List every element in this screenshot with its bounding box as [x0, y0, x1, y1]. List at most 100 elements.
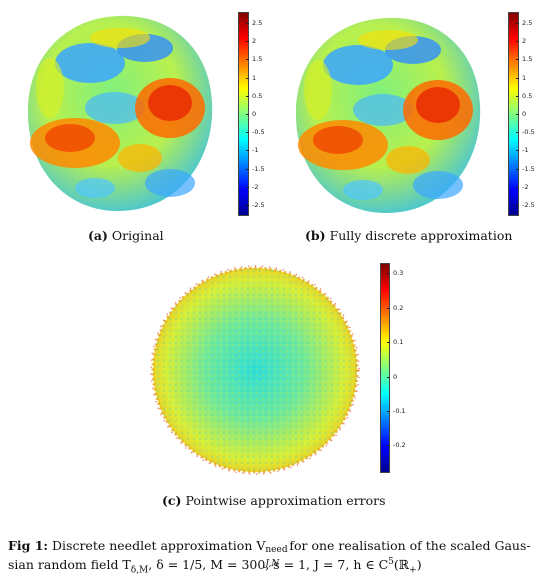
colorbar-tick-label: 0.3	[393, 269, 404, 278]
colorbar-tick-mark	[516, 168, 519, 170]
sphere-rim-red	[150, 265, 360, 475]
colorbar-tick-label: -1	[522, 146, 529, 155]
colorbar-tick-mark	[516, 132, 519, 134]
colorbar-tick-label: 1.5	[522, 55, 533, 64]
colorbar-tick-label: 0.1	[393, 338, 404, 347]
colorbar-tick-label: 2	[252, 37, 257, 46]
colorbar-tick-label: 0.5	[522, 91, 533, 100]
subcaption-b: (b) Fully discrete approximation	[305, 228, 512, 243]
colorbar-tick-mark	[516, 150, 519, 152]
colorbar-tick-mark	[387, 411, 390, 413]
colorbar-tick-mark	[246, 95, 249, 97]
sphere-rim	[151, 266, 359, 474]
colorbar-tick-mark	[246, 59, 249, 61]
colorbar-tick-label: -2.5	[522, 201, 535, 210]
colorbar-tick-mark	[387, 376, 390, 378]
colorbar-tick-label: -0.5	[522, 128, 535, 137]
colorbar-tick-label: 0	[393, 372, 398, 381]
colorbar-tick-label: -1	[252, 146, 259, 155]
caption-sup-5: 5	[388, 557, 394, 567]
caption-line-1: Fig 1: Discrete needlet approximation V …	[8, 538, 538, 569]
colorbar-tick-label: 2.5	[522, 18, 533, 27]
colorbar-c	[380, 263, 390, 473]
colorbar-tick-mark	[516, 95, 519, 97]
caption-sup-need: need	[265, 545, 288, 555]
caption-text-2: sian random field T	[8, 557, 131, 573]
colorbar-tick-label: 0	[252, 110, 257, 118]
colorbar-tick-label: -2.5	[252, 201, 265, 210]
colorbar-tick-mark	[246, 132, 249, 134]
caption-sub-jn: J,N	[265, 559, 280, 569]
colorbar-tick-label: 0	[522, 110, 527, 118]
colorbar-tick-mark	[246, 22, 249, 24]
colorbar-tick-label: 2.5	[252, 18, 263, 27]
blue-patch	[55, 43, 125, 83]
colorbar-tick-label: 1	[252, 73, 257, 82]
caption-sub-delta-m: δ,M	[130, 565, 149, 576]
yellow-patch	[304, 60, 332, 120]
colorbar-tick-label: -1.5	[522, 164, 535, 173]
sphere-noise	[153, 268, 357, 472]
yellow-patch	[36, 58, 64, 118]
subcaption-c-label: (c)	[162, 493, 182, 508]
subcaption-c: (c) Pointwise approximation errors	[162, 493, 386, 508]
colorbar-tick-label: 2	[522, 37, 527, 46]
subcaption-b-label: (b)	[305, 228, 326, 243]
colorbar-tick-mark	[516, 205, 519, 207]
caption-sub-plus: +	[409, 565, 417, 576]
colorbar-tick-mark	[246, 41, 249, 43]
colorbar-tick-mark	[246, 186, 249, 188]
subcaption-a: (a) Original	[88, 228, 164, 243]
colorbar-tick-mark	[516, 59, 519, 61]
colorbar-tick-mark	[387, 273, 390, 275]
blue-patch	[75, 178, 115, 198]
colorbar-tick-mark	[246, 77, 249, 79]
blue-patch	[323, 45, 393, 85]
colorbar-tick-mark	[516, 114, 519, 115]
caption-line-2: sian random field Tδ,M, δ = 1/5, M = 300…	[8, 554, 538, 579]
colorbar-tick-mark	[516, 41, 519, 43]
yellow-patch	[90, 28, 150, 48]
colorbar-tick-mark	[246, 114, 249, 115]
colorbar-tick-mark	[246, 205, 249, 207]
colorbar-tick-label: 0.2	[393, 303, 404, 312]
colorbar-tick-label: 0.5	[252, 91, 263, 100]
colorbar-tick-mark	[246, 150, 249, 152]
red-patch	[416, 87, 460, 123]
colorbar-tick-label: -1.5	[252, 164, 265, 173]
colorbar-tick-label: 1.5	[252, 55, 263, 64]
caption-text-2-close: )	[416, 557, 422, 573]
colorbar-tick-mark	[246, 168, 249, 170]
sphere-pointwise-errors	[150, 265, 360, 475]
sphere-discrete-approximation	[295, 17, 481, 214]
blue-patch	[85, 92, 145, 124]
colorbar-tick-mark	[387, 307, 390, 309]
caption-label: Fig 1:	[8, 538, 49, 553]
colorbar-tick-mark	[516, 22, 519, 24]
colorbar-tick-mark	[516, 186, 519, 188]
red-patch	[313, 126, 363, 154]
caption-text-1: Discrete needlet approximation V	[52, 538, 266, 553]
colorbar-tick-label: -2	[252, 182, 259, 191]
subcaption-a-label: (a)	[88, 228, 108, 243]
red-patch	[386, 146, 430, 174]
subcaption-b-text: Fully discrete approximation	[329, 228, 513, 243]
caption-text-2-end: (ℝ	[393, 557, 410, 573]
sphere-original	[27, 15, 213, 212]
subcaption-c-text: Pointwise approximation errors	[185, 493, 386, 508]
colorbar-tick-mark	[516, 77, 519, 79]
colorbar-tick-label: -0.5	[252, 128, 265, 137]
colorbar-tick-mark	[387, 342, 390, 344]
caption-text-2-rest: , δ = 1/5, M = 300, s = 1, J = 7, h ∈ C	[148, 557, 389, 573]
colorbar-tick-label: -0.2	[393, 441, 406, 450]
subcaption-a-text: Original	[111, 228, 164, 243]
yellow-patch	[358, 30, 418, 50]
blue-patch	[145, 169, 195, 197]
red-patch	[45, 124, 95, 152]
caption-text-1-rest: for one realisation of the scaled Gaus-	[285, 538, 531, 553]
blue-patch	[343, 180, 383, 200]
colorbar-tick-label: -2	[522, 182, 529, 191]
blue-patch	[413, 171, 463, 199]
figure-caption: Fig 1: Discrete needlet approximation V …	[8, 538, 538, 579]
red-patch	[118, 144, 162, 172]
